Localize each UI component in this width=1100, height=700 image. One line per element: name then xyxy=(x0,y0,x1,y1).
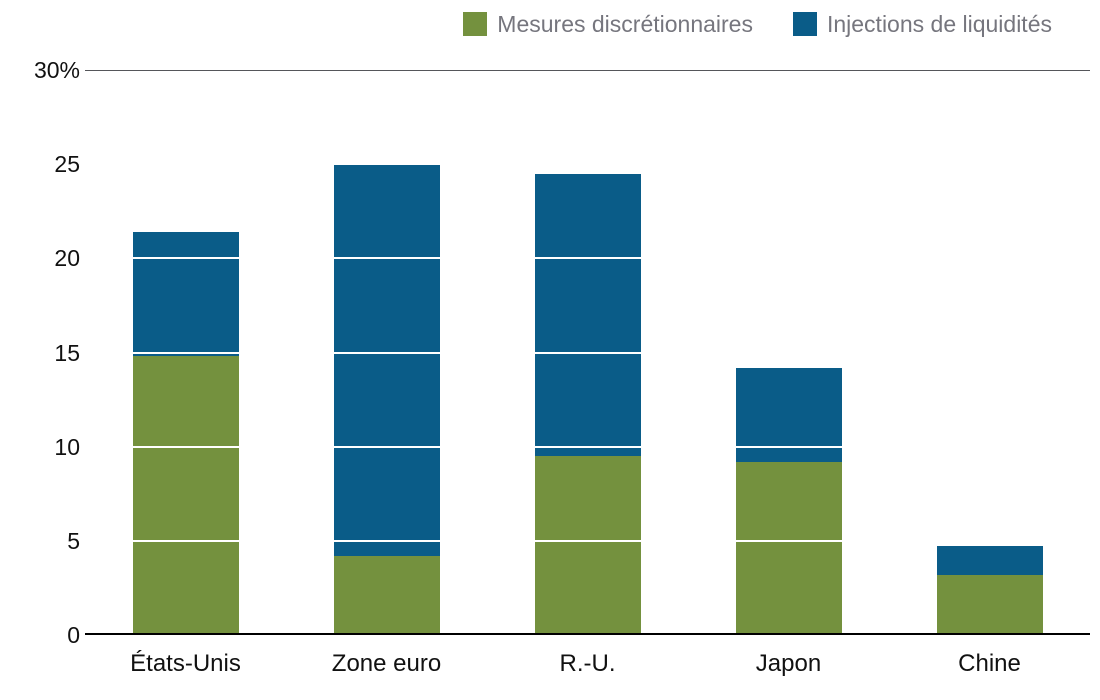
x-tick-label: États-Unis xyxy=(130,650,241,677)
bar-segment xyxy=(534,173,641,457)
plot-area xyxy=(85,70,1090,635)
x-tick-label: R.-U. xyxy=(559,650,616,677)
gridline xyxy=(85,163,1090,166)
bar-segment xyxy=(333,555,440,635)
bar-segment xyxy=(735,461,842,635)
bar-segment xyxy=(534,456,641,635)
bar-segment xyxy=(936,574,1043,635)
y-tick-label: 0 xyxy=(67,622,80,648)
top-boundary-line xyxy=(85,70,1090,71)
legend-swatch-blue xyxy=(792,12,817,36)
legend-item-mesures-discretionnaires: Mesures discrétionnaires xyxy=(463,11,753,38)
bar-segment xyxy=(132,356,239,635)
x-axis-labels: États-Unis Zone euro R.-U. Japon Chine xyxy=(85,650,1090,678)
y-tick-label: 15 xyxy=(54,339,80,366)
gridline xyxy=(85,351,1090,354)
stacked-bar xyxy=(936,70,1043,635)
stacked-bar xyxy=(333,70,440,635)
gridline xyxy=(85,539,1090,542)
bar-slot xyxy=(889,70,1090,635)
stacked-bar xyxy=(132,70,239,635)
y-tick-label: 30% xyxy=(33,57,80,83)
x-tick-label: Zone euro xyxy=(331,650,442,677)
legend-item-injections-liquidites: Injections de liquidités xyxy=(792,10,1052,38)
x-tick-label: Chine xyxy=(958,650,1021,677)
legend-swatch-green xyxy=(463,12,488,36)
bar-segment xyxy=(333,164,440,556)
y-axis-labels: 0 5 10 15 20 25 30% xyxy=(0,0,80,700)
y-tick-label: 10 xyxy=(54,433,80,460)
bar-slot xyxy=(487,70,688,635)
bar-slot xyxy=(286,70,487,635)
legend: Mesures discrétionnaires Injections de l… xyxy=(0,8,1052,40)
y-tick-label: 5 xyxy=(67,527,80,554)
x-axis-line xyxy=(85,633,1090,635)
gridline xyxy=(85,257,1090,260)
y-tick-label: 20 xyxy=(54,245,80,272)
gridline xyxy=(85,445,1090,448)
y-tick-label: 25 xyxy=(54,151,80,178)
bar-segment xyxy=(936,546,1043,575)
legend-label-injections-liquidites: Injections de liquidités xyxy=(826,10,1052,37)
x-tick-label: Japon xyxy=(755,650,822,677)
stacked-bar xyxy=(534,70,641,635)
legend-label-mesures-discretionnaires: Mesures discrétionnaires xyxy=(497,10,753,37)
bar-segment xyxy=(132,231,239,357)
bar-slot xyxy=(85,70,286,635)
